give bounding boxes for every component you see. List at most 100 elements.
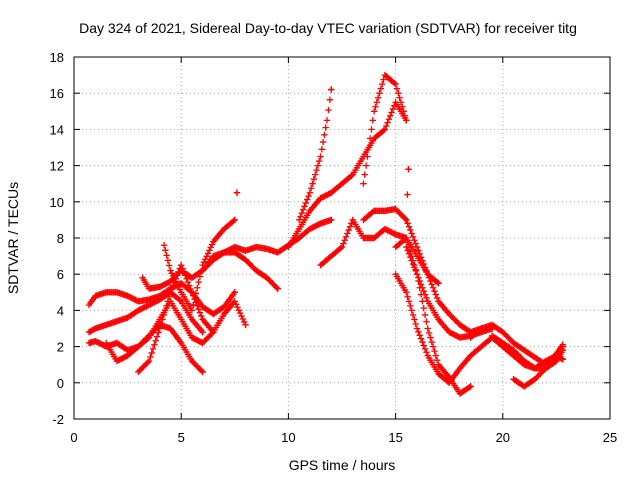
data-point (322, 124, 329, 131)
y-tick-label: -2 (52, 412, 64, 427)
data-point (312, 171, 319, 178)
data-point (195, 278, 202, 286)
data-point (407, 254, 414, 261)
data-point (176, 297, 184, 304)
trace-10 (285, 99, 410, 251)
data-point (153, 333, 161, 340)
data-point (348, 172, 355, 179)
data-point (405, 298, 413, 305)
data-point (412, 267, 419, 275)
y-tick-label: 18 (50, 50, 64, 65)
data-point (232, 301, 240, 308)
y-tick-label: 2 (57, 340, 64, 355)
data-point (466, 384, 473, 391)
data-point (188, 289, 196, 296)
x-tick-label: 25 (603, 430, 617, 445)
data-point (365, 144, 372, 151)
data-point (316, 157, 323, 165)
data-point (416, 332, 423, 339)
data-point (417, 254, 425, 261)
data-point (433, 278, 441, 286)
data-point (155, 329, 162, 336)
data-point (431, 287, 438, 295)
data-point (401, 215, 409, 222)
data-point (559, 343, 567, 350)
data-point (433, 294, 441, 302)
data-point (467, 383, 474, 390)
data-point (404, 247, 411, 254)
data-point (346, 223, 354, 230)
data-point (405, 223, 413, 230)
data-point (313, 166, 320, 174)
trace-4 (102, 321, 206, 376)
data-point (413, 243, 421, 251)
data-point (380, 76, 387, 83)
data-point (403, 289, 410, 296)
data-point (400, 108, 407, 115)
data-point (389, 105, 397, 113)
trace-6 (139, 249, 281, 292)
data-point (380, 127, 387, 134)
trace-7 (160, 216, 238, 314)
data-point (391, 79, 398, 87)
data-point (369, 117, 377, 124)
data-point (385, 116, 393, 123)
data-point (370, 108, 378, 115)
data-point (231, 216, 238, 224)
data-point (419, 338, 426, 346)
data-points (85, 71, 567, 397)
data-point (239, 315, 247, 323)
data-point (317, 153, 324, 160)
data-point (392, 80, 399, 88)
data-point (551, 355, 559, 363)
grid-lines (74, 57, 610, 419)
trace-12 (360, 71, 410, 187)
data-point (374, 94, 382, 101)
data-point (165, 262, 173, 269)
data-point (191, 295, 198, 303)
data-point (401, 112, 409, 120)
data-point (403, 234, 410, 242)
data-point (184, 278, 192, 286)
data-point (274, 285, 281, 292)
data-point (377, 85, 385, 92)
data-point (319, 138, 327, 146)
data-point (240, 318, 248, 326)
data-point (321, 131, 328, 139)
data-point (409, 233, 417, 241)
trace-17 (403, 243, 474, 397)
data-point (376, 90, 383, 97)
data-point (381, 126, 389, 133)
data-point (429, 284, 437, 291)
data-point (306, 189, 314, 196)
data-point (148, 349, 155, 357)
data-point (368, 126, 375, 133)
data-point (421, 345, 429, 353)
data-point (395, 90, 402, 97)
data-point (297, 213, 304, 220)
data-point (408, 230, 415, 237)
data-point (162, 247, 169, 254)
data-point (160, 311, 167, 319)
trace-14 (360, 205, 485, 336)
data-point (420, 260, 427, 268)
y-tick-label: 14 (50, 122, 64, 137)
data-point (409, 311, 417, 319)
data-point (233, 189, 241, 196)
data-point (144, 359, 151, 366)
data-point (299, 206, 307, 213)
data-point (366, 135, 374, 142)
y-tick-label: 4 (57, 303, 64, 318)
data-point (188, 307, 196, 314)
data-point (415, 277, 422, 285)
data-point (428, 338, 435, 346)
trace-21 (510, 343, 567, 390)
data-point (337, 244, 344, 252)
data-point (238, 312, 245, 320)
data-point (387, 112, 394, 120)
data-point (384, 119, 391, 126)
data-point (169, 282, 177, 289)
data-point (411, 264, 418, 271)
data-point (187, 285, 194, 293)
